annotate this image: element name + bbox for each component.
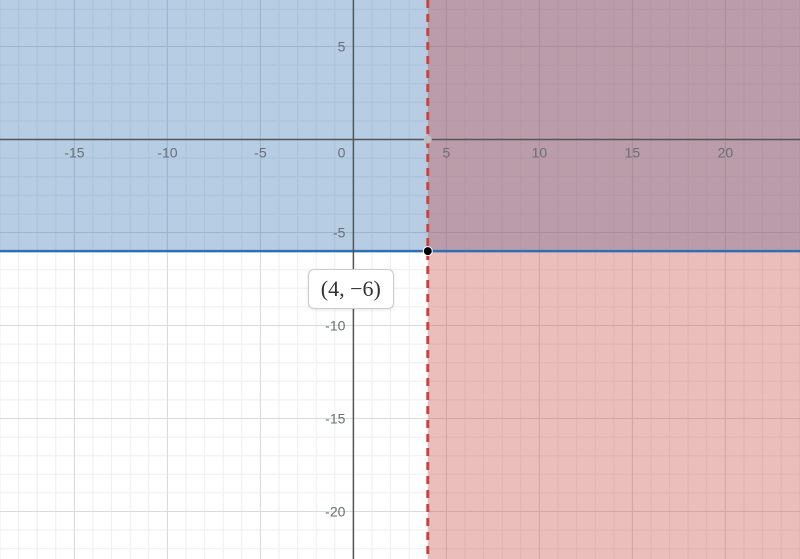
- coordinate-graph[interactable]: -15-10-551015205-5-10-15-200 (4, −6): [0, 0, 800, 559]
- label-close-paren: ): [374, 276, 381, 301]
- label-y-value: −6: [350, 276, 373, 301]
- label-x-value: 4: [328, 276, 339, 301]
- coordinate-label: (4, −6): [308, 269, 394, 309]
- label-comma: ,: [339, 276, 345, 301]
- points-layer: [0, 0, 800, 559]
